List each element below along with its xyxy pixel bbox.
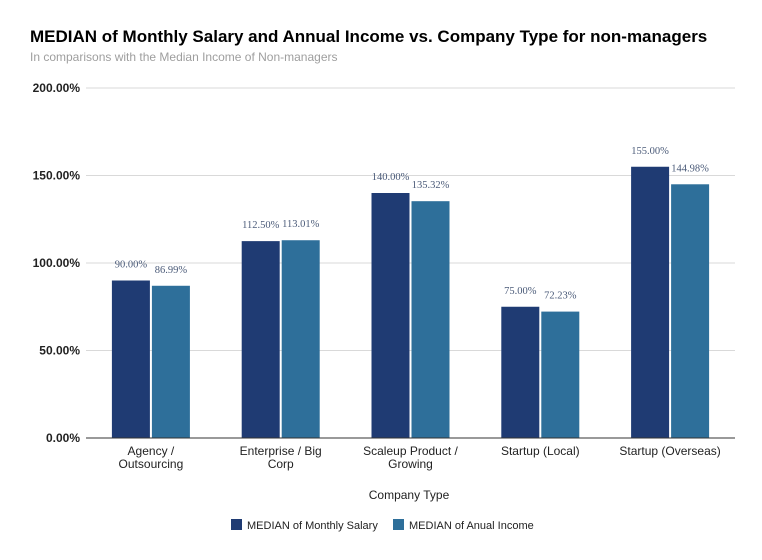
legend: MEDIAN of Monthly Salary MEDIAN of Anual … [231,519,534,532]
y-tick-label: 100.00% [33,256,81,270]
legend-swatch [393,519,404,530]
data-label: 113.01% [282,219,319,230]
data-label: 72.23% [544,291,577,302]
y-tick-label: 200.00% [33,81,81,95]
gridlines [86,87,735,351]
bar-monthly-salary [241,241,280,438]
x-tick-label: Enterprise / Big [240,444,322,458]
x-tick-label: Agency / [128,444,175,458]
x-tick-label: Scaleup Product / [363,444,458,458]
data-label: 75.00% [504,286,537,297]
data-label: 144.98% [671,163,709,174]
data-label: 155.00% [631,146,669,157]
data-label: 90.00% [115,260,148,271]
bar-annual-income [411,201,450,438]
data-labels: 90.00% 86.99% 112.50% 113.01% 140.00%135.32%… [115,146,709,302]
data-label: 86.99% [155,265,188,276]
x-tick-label: Outsourcing [119,457,184,471]
x-tick-label: Startup (Overseas) [619,444,720,458]
chart-title: MEDIAN of Monthly Salary and Annual Inco… [30,27,707,46]
data-label: 135.32% [412,180,450,191]
bar-annual-income [671,184,710,438]
bar-annual-income [541,311,580,438]
legend-label: MEDIAN of Monthly Salary [247,520,378,532]
x-axis-title: Company Type [369,488,450,502]
chart-subtitle: In comparisons with the Median Income of… [30,50,337,64]
bar-monthly-salary [371,193,410,438]
x-tick-label: Startup (Local) [501,444,580,458]
data-label: 112.50% [242,220,279,231]
bar-monthly-salary [111,280,150,438]
bar-annual-income [151,285,190,438]
y-axis-ticks: 0.00% 50.00% 100.00% 150.00% 200.00% [33,81,81,445]
legend-label: MEDIAN of Anual Income [409,520,534,532]
y-tick-label: 50.00% [39,344,80,358]
legend-swatch [231,519,242,530]
data-label: 140.00% [372,172,410,183]
x-tick-label: Growing [388,457,433,471]
bar-annual-income [281,240,320,438]
bar-monthly-salary [631,166,670,438]
y-tick-label: 0.00% [46,431,80,445]
x-tick-label: Corp [268,457,294,471]
bars [111,166,710,438]
y-tick-label: 150.00% [33,169,81,183]
bar-monthly-salary [501,306,540,438]
